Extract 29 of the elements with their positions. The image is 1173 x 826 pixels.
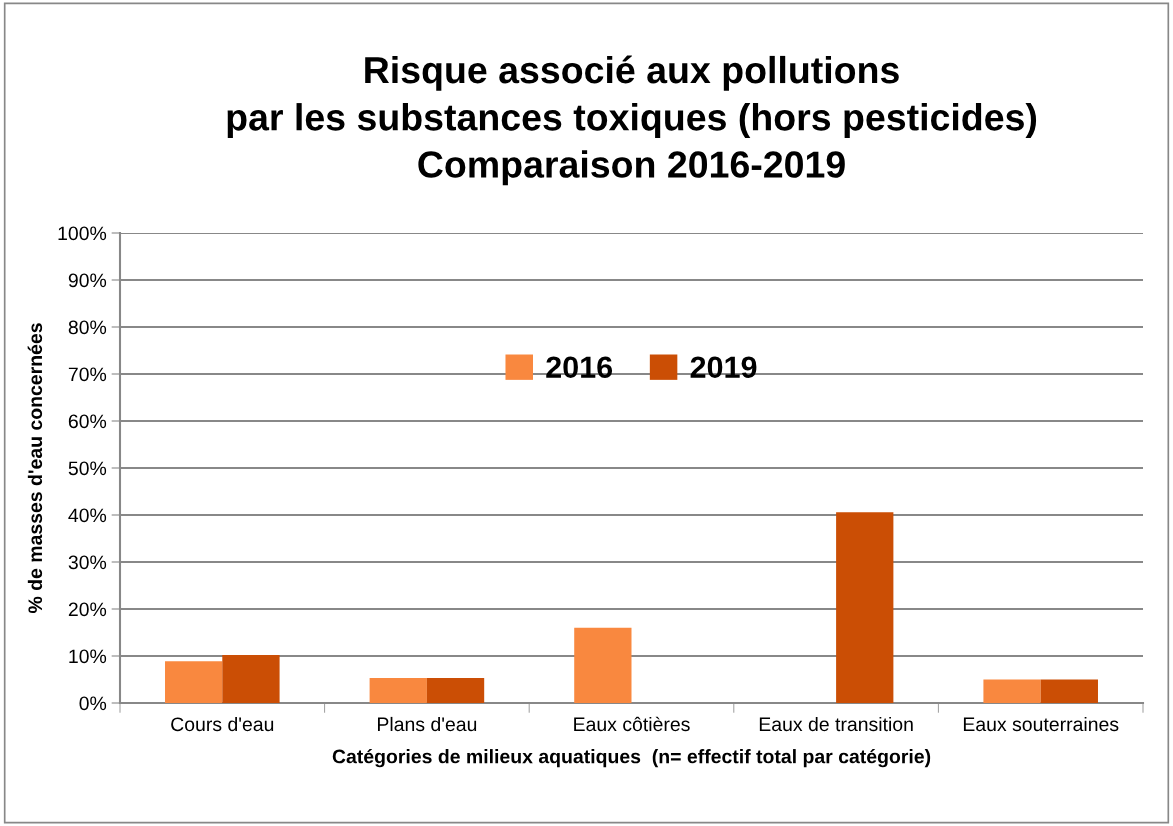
bar <box>426 678 485 703</box>
y-tick-label: 0% <box>79 696 107 711</box>
y-tick-label: 90% <box>68 273 107 288</box>
x-tick-label: Eaux de transition <box>759 716 913 732</box>
legend-label: 2019 <box>690 356 757 379</box>
x-tick-label: Eaux côtières <box>574 716 690 732</box>
bar <box>369 678 427 703</box>
bar <box>983 679 1041 703</box>
bar <box>574 627 632 703</box>
legend-label: 2016 <box>546 356 613 379</box>
x-axis-title: Catégories de milieux aquatiques (n= effectif total par catégorie) <box>332 748 931 768</box>
y-tick-label: 70% <box>68 367 107 382</box>
chart-title: Risque associé aux pollutions par les substances toxiques (hors pesticides) Comparaison 2016-2019 <box>227 55 1037 186</box>
y-tick-label: 80% <box>68 320 107 335</box>
x-tick-label: Eaux souterraines <box>963 716 1119 732</box>
bar <box>222 655 280 703</box>
bar <box>1040 679 1098 703</box>
bar <box>165 661 223 703</box>
y-tick-label: 100% <box>58 226 107 241</box>
y-tick-label: 60% <box>68 414 107 429</box>
y-tick-label: 20% <box>68 602 107 617</box>
x-tick-label: Cours d'eau <box>171 716 274 732</box>
x-tick-label: Plans d'eau <box>377 716 477 732</box>
y-tick-label: 10% <box>69 649 107 664</box>
y-tick-label: 40% <box>68 508 107 523</box>
y-axis-title: % de masses d'eau concernées <box>27 323 43 614</box>
y-tick-label: 50% <box>68 461 107 476</box>
y-tick-label: 30% <box>68 555 107 570</box>
bar <box>836 512 894 703</box>
